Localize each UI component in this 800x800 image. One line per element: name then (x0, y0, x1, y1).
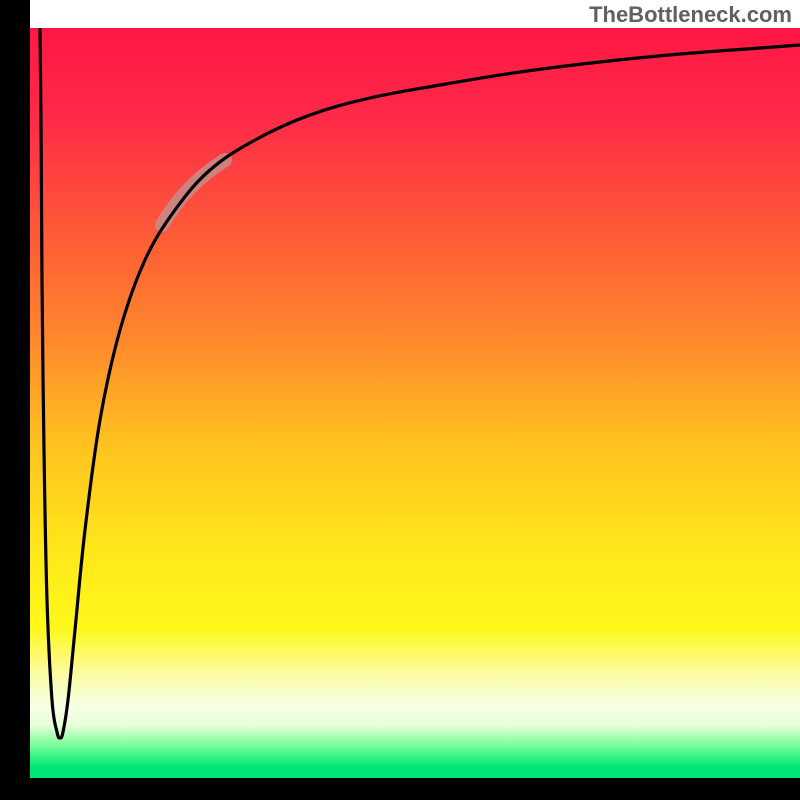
watermark-label: TheBottleneck.com (589, 2, 792, 28)
gradient-background (30, 28, 800, 778)
bottleneck-chart: TheBottleneck.com (0, 0, 800, 800)
axis-bottom-border (0, 778, 800, 800)
chart-svg (0, 0, 800, 800)
axis-left-border (0, 0, 30, 800)
